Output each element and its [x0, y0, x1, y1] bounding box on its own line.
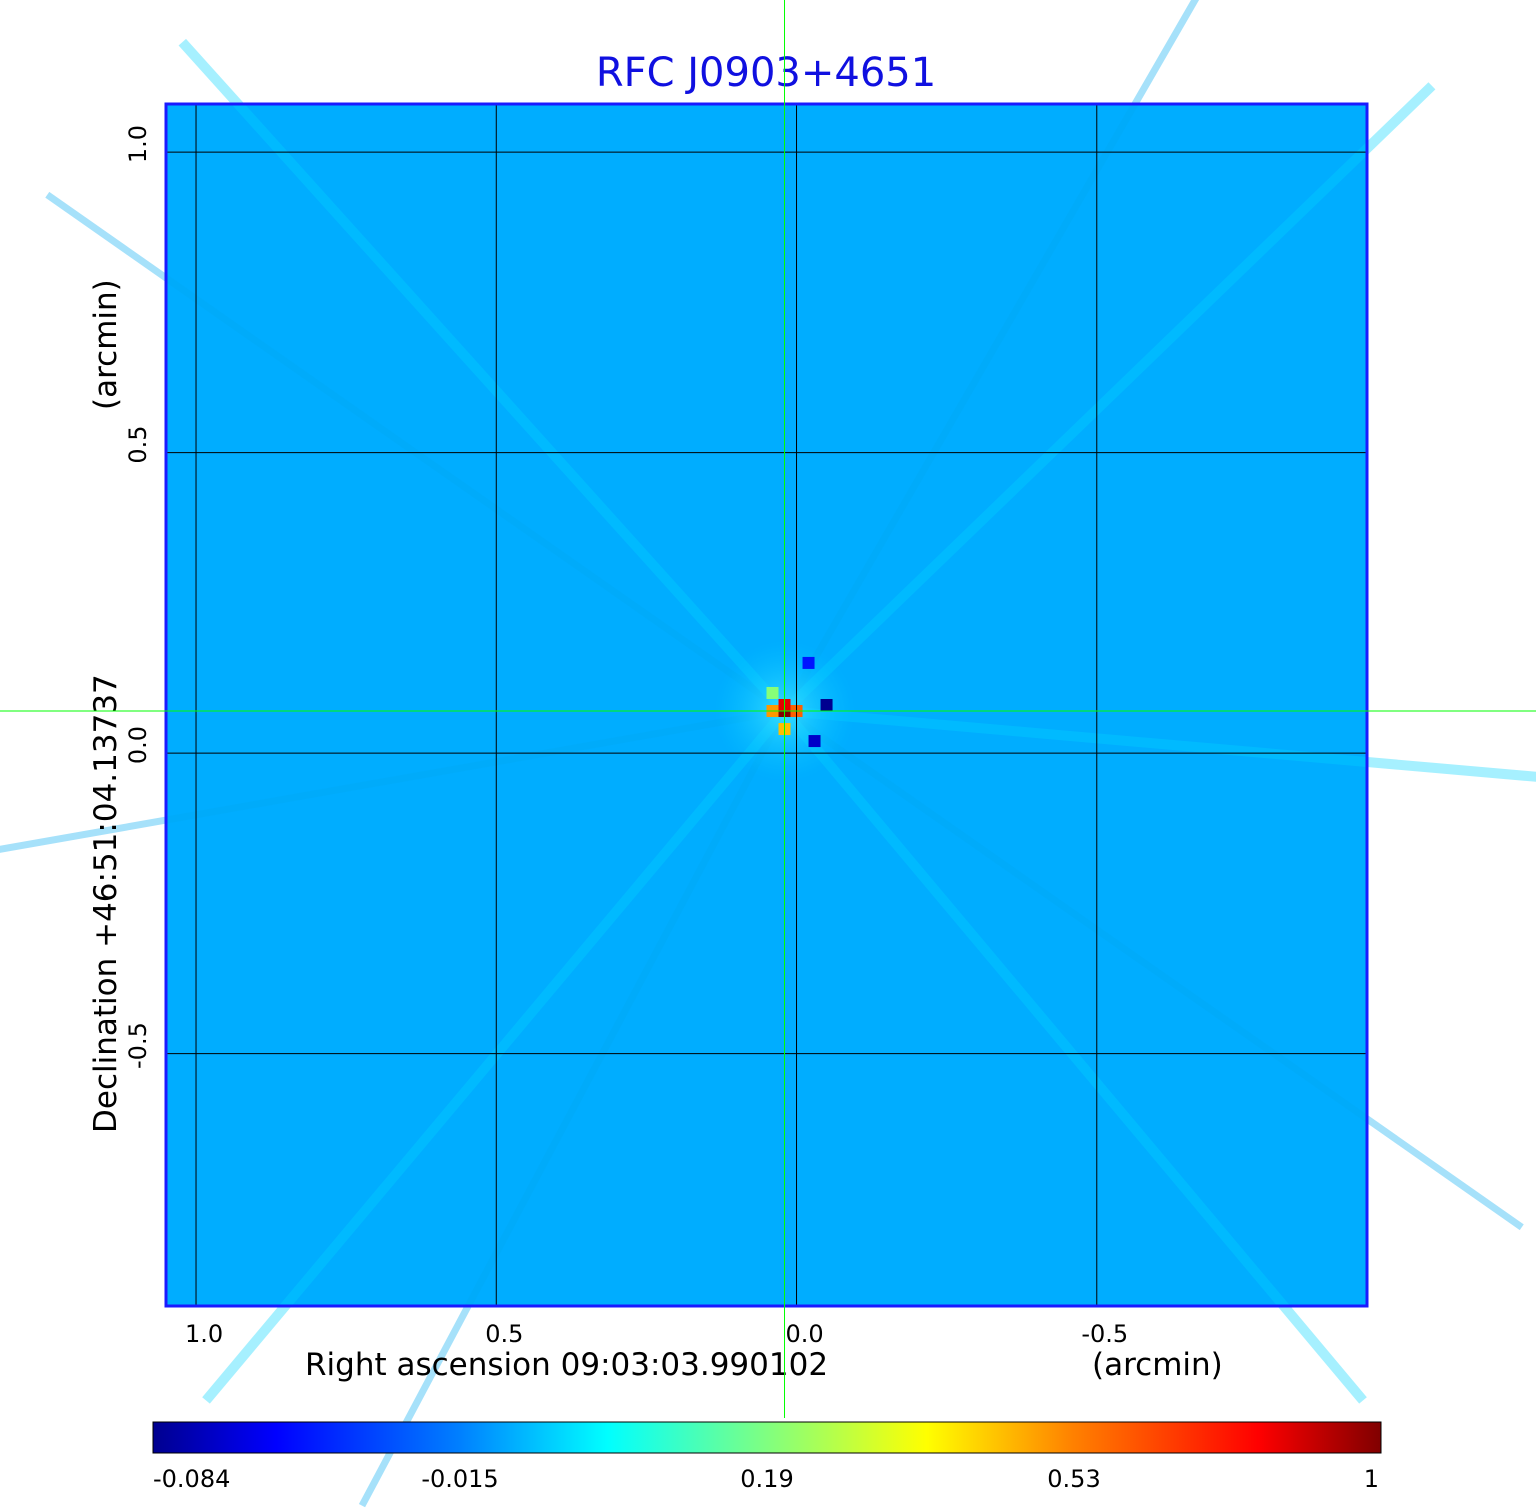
- y-axis-label: Declination +46:51:04.13737: [88, 674, 124, 1133]
- source-pixel: [820, 699, 833, 711]
- x-tick-label: -0.5: [1081, 1320, 1128, 1348]
- x-axis-label: Right ascension 09:03:03.990102: [305, 1347, 828, 1383]
- colorbar: [152, 1421, 1382, 1454]
- colorbar-tick-labels: -0.084 -0.015 0.19 0.53 1: [153, 1465, 1379, 1493]
- coordinate-grid: [166, 104, 1367, 1306]
- y-tick-labels: 1.0 0.5 0.0 -0.5: [124, 125, 152, 1069]
- plot-frame: [164, 102, 1369, 1308]
- y-tick-label: -0.5: [124, 1022, 152, 1069]
- source-pixel: [808, 735, 821, 748]
- sidelobe-streak: [202, 707, 789, 1404]
- colorbar-tick-label: -0.084: [153, 1465, 230, 1493]
- sidelobe-streak: [784, 706, 1536, 782]
- source-pixel: [802, 656, 815, 669]
- source-pixel: [766, 686, 779, 699]
- x-tick-label: 1.0: [185, 1320, 223, 1348]
- x-axis-unit: (arcmin): [1092, 1347, 1223, 1383]
- y-tick-label: 1.0: [124, 125, 152, 163]
- sidelobe-streak: [780, 707, 1367, 1404]
- sidelobe-streak: [178, 38, 789, 715]
- colorbar-tick-label: 1: [1364, 1465, 1379, 1493]
- sidelobe-streak: [781, 82, 1436, 715]
- colorbar-tick-label: 0.19: [740, 1465, 793, 1493]
- y-tick-label: 0.5: [124, 425, 152, 463]
- colorbar-tick-label: -0.015: [421, 1465, 498, 1493]
- x-tick-label: 0.0: [785, 1320, 823, 1348]
- colorbar-tick-label: 0.53: [1047, 1465, 1100, 1493]
- chart-title: RFC J0903+4651: [596, 50, 936, 96]
- sidelobe-streak: [0, 707, 786, 853]
- sidelobe-streak: [782, 708, 1524, 1231]
- y-axis-unit: (arcmin): [88, 279, 124, 410]
- crosshair-cursor: [0, 0, 1536, 1418]
- sidelobe-streak: [781, 0, 1200, 713]
- y-tick-label: 0.0: [124, 726, 152, 764]
- x-tick-label: 0.5: [485, 1320, 523, 1348]
- x-tick-labels: 1.0 0.5 0.0 -0.5: [185, 1320, 1128, 1348]
- sidelobe-streak: [358, 709, 788, 1508]
